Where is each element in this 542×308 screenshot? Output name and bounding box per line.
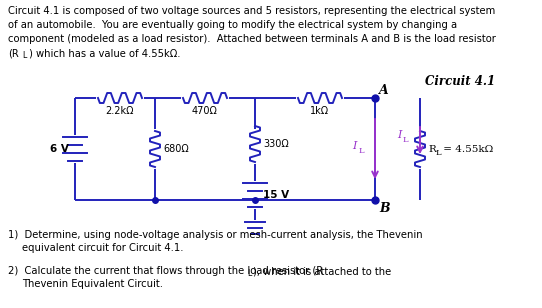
Text: ), when it is attached to the: ), when it is attached to the [253, 266, 391, 276]
Text: 2.2kΩ: 2.2kΩ [106, 106, 134, 116]
Text: 2)  Calculate the current that flows through the load resistor (R: 2) Calculate the current that flows thro… [8, 266, 323, 276]
Text: 6 V: 6 V [50, 144, 69, 154]
Text: L: L [402, 136, 408, 144]
Text: of an automobile.  You are eventually going to modify the electrical system by c: of an automobile. You are eventually goi… [8, 20, 457, 30]
Text: 15 V: 15 V [263, 190, 289, 200]
Text: equivalent circuit for Circuit 4.1.: equivalent circuit for Circuit 4.1. [22, 243, 184, 253]
Text: L: L [22, 51, 27, 60]
Text: = 4.55kΩ: = 4.55kΩ [440, 144, 493, 153]
Text: L: L [247, 269, 251, 278]
Text: component (modeled as a load resistor).  Attached between terminals A and B is t: component (modeled as a load resistor). … [8, 34, 496, 44]
Text: I: I [398, 130, 402, 140]
Text: ) which has a value of 4.55kΩ.: ) which has a value of 4.55kΩ. [29, 48, 180, 58]
Text: 680Ω: 680Ω [163, 144, 189, 154]
Text: R: R [428, 144, 436, 153]
Text: (R: (R [8, 48, 19, 58]
Text: 1)  Determine, using node-voltage analysis or mesh-current analysis, the Theveni: 1) Determine, using node-voltage analysi… [8, 230, 423, 240]
Text: 470Ω: 470Ω [192, 106, 218, 116]
Text: 330Ω: 330Ω [263, 139, 289, 149]
Text: 1kΩ: 1kΩ [311, 106, 330, 116]
Text: Circuit 4.1 is composed of two voltage sources and 5 resistors, representing the: Circuit 4.1 is composed of two voltage s… [8, 6, 495, 16]
Text: L: L [358, 147, 364, 155]
Text: L: L [436, 149, 442, 157]
Text: I: I [353, 141, 357, 151]
Text: A: A [379, 84, 389, 97]
Text: Thevenin Equivalent Circuit.: Thevenin Equivalent Circuit. [22, 279, 163, 289]
Text: B: B [379, 202, 390, 215]
Text: Circuit 4.1: Circuit 4.1 [425, 75, 495, 88]
